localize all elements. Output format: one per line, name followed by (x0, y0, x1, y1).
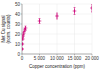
point (23, 28, 27, 32)
grid-line (22, 24, 92, 25)
error-bar-cap (39, 23, 41, 24)
error-bar (22, 38, 24, 40)
grid (22, 4, 92, 54)
error-bar-cap (91, 4, 92, 5)
tick-label: 20 (15, 32, 21, 37)
grid-line (39, 4, 40, 54)
y-axis-label: Net Cu signal(norm. counts) (1, 14, 11, 44)
tick-label: 10 (15, 42, 21, 47)
error-bar-cap (91, 12, 92, 13)
point (73, 9, 77, 13)
error-bar (22, 43, 23, 45)
x-axis-line (22, 54, 92, 55)
point (90, 6, 92, 10)
y-axis-line (22, 4, 23, 54)
tick-label: 0 (17, 52, 20, 57)
point (24, 26, 28, 30)
error-bar (39, 19, 41, 24)
tick-label: 10 000 (50, 56, 64, 61)
error-bar-cap (56, 19, 58, 20)
tick-label: 15 000 (68, 56, 82, 61)
grid-line (22, 4, 23, 54)
axes: 0 5 000 10 000 15 00020 000 0 10 20 30 40 50 (15, 2, 99, 61)
error-bar-cap (74, 14, 76, 15)
tick-label: 0 (21, 56, 24, 61)
point (55, 14, 59, 18)
point (22, 47, 24, 51)
tick-label: 30 (15, 22, 21, 27)
error-bar (56, 13, 58, 19)
error-bar (74, 8, 76, 15)
point (22, 42, 24, 46)
error-bar (25, 26, 27, 30)
grid-line (22, 4, 92, 5)
grid-line (57, 4, 58, 54)
tick-label: 50 (15, 2, 21, 7)
error-bar-cap (74, 7, 76, 8)
x-axis-label: Copper concentration (ppm) (29, 64, 86, 69)
point (38, 19, 42, 23)
grid-line (22, 34, 92, 35)
grid-line (92, 4, 93, 54)
error-bar (22, 35, 24, 37)
tick-label: 5 000 (34, 56, 46, 61)
chart: 0 5 000 10 000 15 00020 000 0 10 20 30 40 50 Coppe… (0, 0, 100, 70)
grid-line (22, 44, 92, 45)
error-bar (91, 4, 92, 12)
error-bar-cap (39, 18, 41, 19)
error-bar-cap (56, 13, 58, 14)
error-bar (23, 32, 25, 35)
tick-label: 20 000 (85, 56, 99, 61)
grid-line (22, 54, 92, 55)
tick-label: 40 (15, 12, 21, 17)
marks (22, 4, 92, 51)
y-axis-label-line: (norm. counts) (6, 14, 11, 44)
